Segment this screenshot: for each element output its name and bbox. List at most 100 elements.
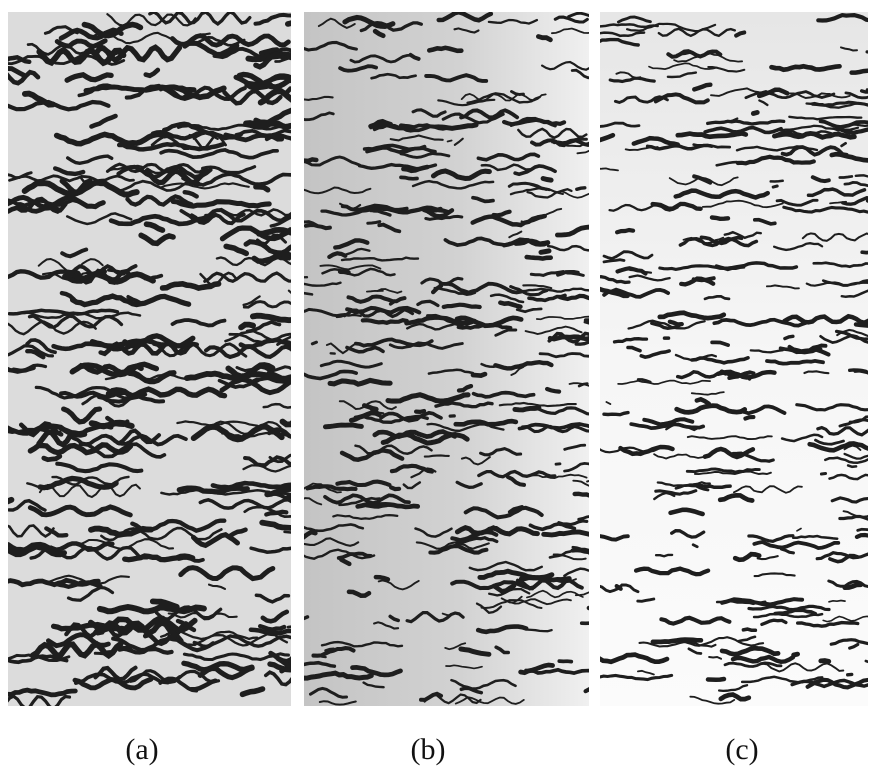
streak <box>320 640 404 648</box>
streak <box>353 414 429 424</box>
streak <box>88 419 135 430</box>
streak <box>184 370 282 382</box>
streak <box>182 190 199 199</box>
streak <box>753 572 796 578</box>
streak <box>547 334 589 342</box>
streak <box>508 230 523 239</box>
streak <box>675 131 749 140</box>
streak <box>143 273 164 281</box>
streak <box>176 420 259 427</box>
streak <box>37 475 119 491</box>
streak <box>55 461 144 474</box>
streak <box>545 386 562 394</box>
streak <box>53 166 86 177</box>
streak <box>304 369 358 381</box>
streak <box>357 162 438 171</box>
streak <box>0 334 5 340</box>
streak <box>668 507 705 517</box>
streak <box>572 479 589 487</box>
streak <box>653 453 707 460</box>
streak <box>177 123 291 132</box>
streak <box>690 391 725 396</box>
streak <box>8 54 32 65</box>
streak <box>8 99 111 112</box>
streak <box>557 659 574 664</box>
streak <box>703 125 783 135</box>
streak <box>337 269 351 275</box>
streak <box>304 186 372 195</box>
streak <box>178 565 276 582</box>
streak <box>657 310 727 321</box>
streak <box>159 182 250 190</box>
streak <box>650 637 704 645</box>
streak <box>233 73 291 88</box>
streak <box>207 420 282 436</box>
streak <box>405 611 465 624</box>
streak <box>251 250 291 265</box>
streak <box>575 186 587 191</box>
streak <box>468 560 543 572</box>
streak <box>379 410 443 423</box>
streak <box>487 18 539 25</box>
streak <box>204 344 291 360</box>
streak <box>524 667 589 676</box>
streak <box>570 68 589 80</box>
streak <box>21 90 56 108</box>
streak <box>437 98 496 107</box>
streak <box>498 401 577 408</box>
streak <box>670 529 706 539</box>
streak <box>460 456 491 466</box>
streak <box>667 319 684 327</box>
streak <box>411 179 495 190</box>
streak <box>318 700 357 706</box>
streak <box>373 574 391 582</box>
streak <box>423 454 450 458</box>
streak <box>612 337 649 344</box>
streak <box>8 174 135 183</box>
panel-a-streaks <box>0 12 291 706</box>
streak <box>8 66 27 78</box>
streak <box>782 205 868 214</box>
streak <box>304 95 334 101</box>
streak <box>366 289 384 293</box>
streak <box>321 267 396 277</box>
streak <box>370 408 385 415</box>
streak <box>50 621 129 632</box>
streak <box>828 599 846 603</box>
streak <box>424 73 489 83</box>
streak <box>666 71 698 79</box>
streak <box>453 137 464 146</box>
streak <box>8 653 71 662</box>
streak <box>362 681 385 689</box>
streak <box>541 60 589 71</box>
streak <box>463 505 544 520</box>
streak <box>426 313 474 327</box>
streak <box>782 313 868 326</box>
streak <box>752 217 777 226</box>
streak <box>498 300 523 309</box>
streak <box>775 198 819 207</box>
streak <box>493 359 554 371</box>
streak <box>243 120 291 131</box>
streak <box>41 453 63 463</box>
streak <box>201 165 257 175</box>
streak <box>304 537 360 547</box>
streak <box>548 548 589 559</box>
streak <box>270 492 291 501</box>
streak <box>560 190 589 199</box>
streak <box>842 582 864 590</box>
streak <box>310 340 318 346</box>
streak <box>167 612 238 619</box>
streak <box>25 349 46 360</box>
panel-label: (b) <box>411 733 446 766</box>
streak <box>58 27 124 41</box>
streak <box>8 54 126 66</box>
streak <box>470 213 547 228</box>
streak <box>274 55 291 63</box>
streak <box>268 453 291 464</box>
streak <box>600 286 630 299</box>
streak <box>530 138 589 148</box>
streak <box>848 415 868 424</box>
streak <box>441 302 482 310</box>
